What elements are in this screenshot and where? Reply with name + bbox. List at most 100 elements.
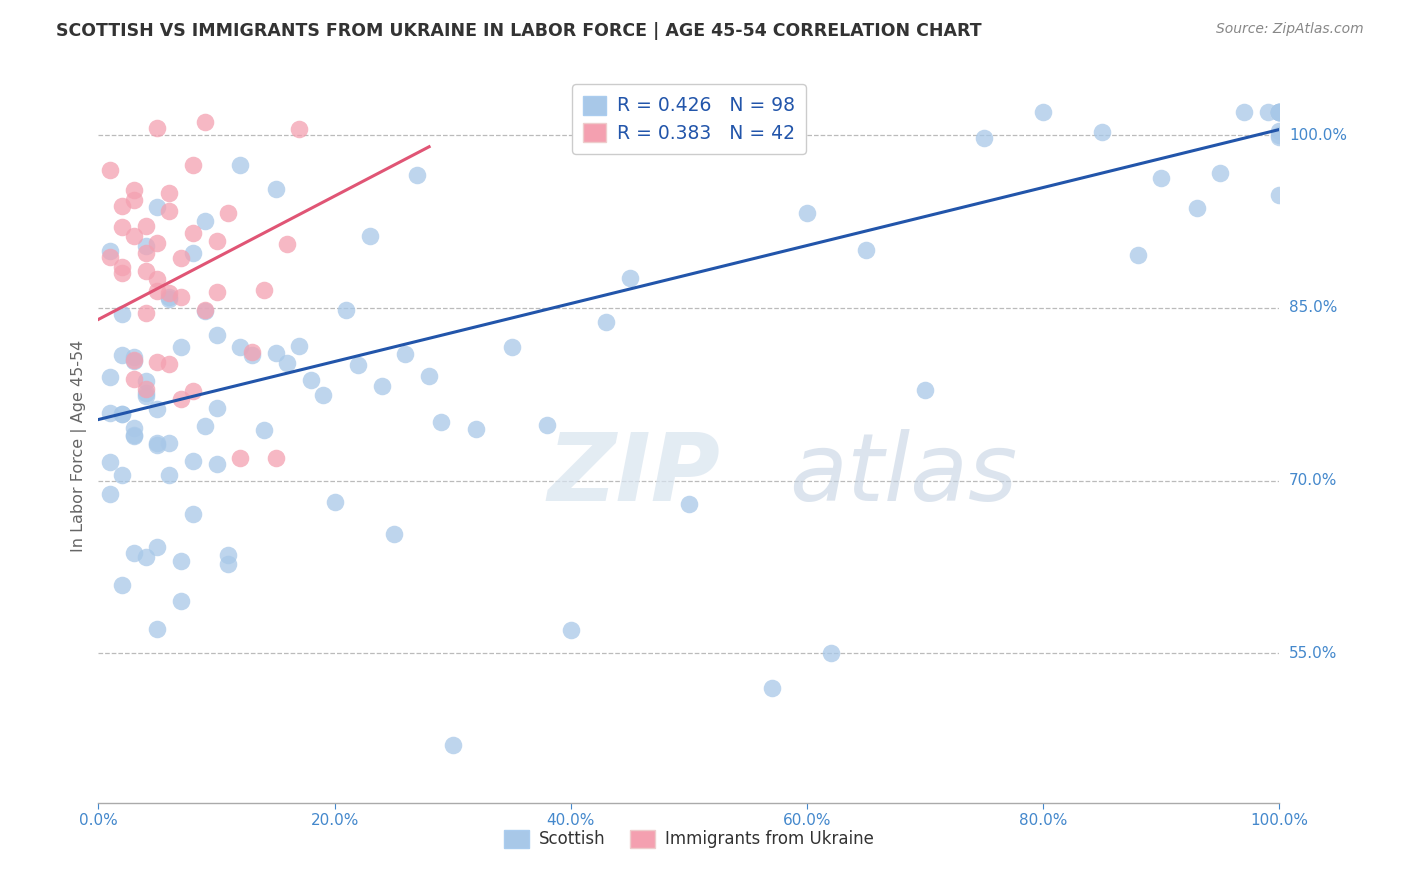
Point bbox=[796, 206, 818, 220]
Point bbox=[501, 340, 523, 354]
Point bbox=[111, 260, 134, 275]
Point bbox=[181, 158, 204, 172]
Point bbox=[111, 467, 134, 482]
Point bbox=[264, 450, 287, 465]
Point bbox=[111, 199, 134, 213]
Point bbox=[122, 429, 145, 443]
Point bbox=[217, 557, 239, 571]
Point bbox=[111, 307, 134, 321]
Point bbox=[135, 245, 157, 260]
Point bbox=[560, 623, 582, 637]
Point bbox=[382, 526, 405, 541]
Point bbox=[135, 239, 157, 253]
Point bbox=[135, 264, 157, 278]
Point bbox=[157, 186, 180, 201]
Point bbox=[205, 285, 228, 299]
Point bbox=[217, 206, 239, 220]
Point bbox=[1185, 201, 1208, 215]
Text: SCOTTISH VS IMMIGRANTS FROM UKRAINE IN LABOR FORCE | AGE 45-54 CORRELATION CHART: SCOTTISH VS IMMIGRANTS FROM UKRAINE IN L… bbox=[56, 22, 981, 40]
Point bbox=[146, 540, 169, 554]
Point bbox=[1268, 105, 1291, 120]
Point bbox=[1150, 170, 1173, 185]
Point bbox=[122, 546, 145, 560]
Text: atlas: atlas bbox=[789, 429, 1018, 520]
Point bbox=[264, 346, 287, 360]
Point bbox=[98, 406, 121, 420]
Point bbox=[157, 204, 180, 219]
Point bbox=[335, 302, 357, 317]
Point bbox=[240, 345, 263, 359]
Point bbox=[205, 235, 228, 249]
Point bbox=[973, 131, 995, 145]
Point bbox=[229, 340, 252, 354]
Point bbox=[441, 738, 464, 752]
Point bbox=[181, 384, 204, 398]
Point bbox=[111, 220, 134, 235]
Point bbox=[98, 487, 121, 501]
Point bbox=[98, 244, 121, 259]
Point bbox=[1091, 125, 1114, 139]
Point bbox=[1268, 124, 1291, 138]
Point bbox=[406, 168, 429, 182]
Point bbox=[122, 229, 145, 244]
Point bbox=[288, 338, 311, 352]
Point bbox=[229, 158, 252, 172]
Text: 70.0%: 70.0% bbox=[1289, 473, 1337, 488]
Point bbox=[135, 550, 157, 565]
Point bbox=[194, 303, 217, 318]
Point bbox=[1268, 105, 1291, 120]
Point bbox=[135, 374, 157, 388]
Point bbox=[1209, 166, 1232, 180]
Point bbox=[1233, 105, 1256, 120]
Point bbox=[1268, 128, 1291, 142]
Point bbox=[181, 507, 204, 521]
Point bbox=[253, 423, 276, 437]
Point bbox=[347, 358, 370, 372]
Legend: Scottish, Immigrants from Ukraine: Scottish, Immigrants from Ukraine bbox=[498, 823, 880, 855]
Point bbox=[394, 347, 416, 361]
Point bbox=[465, 422, 488, 436]
Point bbox=[135, 385, 157, 400]
Point bbox=[146, 200, 169, 214]
Point bbox=[914, 384, 936, 398]
Point bbox=[181, 227, 204, 241]
Point bbox=[205, 457, 228, 471]
Text: 85.0%: 85.0% bbox=[1289, 301, 1337, 316]
Point bbox=[157, 290, 180, 304]
Point bbox=[146, 272, 169, 286]
Point bbox=[536, 417, 558, 432]
Point bbox=[170, 252, 193, 266]
Point bbox=[111, 407, 134, 421]
Point bbox=[1032, 105, 1054, 120]
Point bbox=[276, 356, 298, 370]
Point bbox=[1268, 105, 1291, 120]
Point bbox=[855, 243, 877, 257]
Point bbox=[170, 340, 193, 354]
Point bbox=[1268, 105, 1291, 120]
Point bbox=[1268, 105, 1291, 120]
Point bbox=[820, 646, 842, 660]
Point bbox=[678, 497, 700, 511]
Point bbox=[157, 435, 180, 450]
Point bbox=[135, 389, 157, 403]
Point bbox=[122, 350, 145, 364]
Point bbox=[1126, 247, 1149, 261]
Point bbox=[122, 193, 145, 207]
Point bbox=[111, 578, 134, 592]
Point bbox=[146, 236, 169, 251]
Point bbox=[619, 271, 641, 285]
Point bbox=[240, 349, 263, 363]
Point bbox=[194, 115, 217, 129]
Point bbox=[1257, 105, 1279, 120]
Point bbox=[418, 368, 440, 383]
Point bbox=[122, 420, 145, 434]
Point bbox=[194, 304, 217, 318]
Point bbox=[430, 416, 453, 430]
Point bbox=[146, 438, 169, 452]
Point bbox=[98, 162, 121, 177]
Text: Source: ZipAtlas.com: Source: ZipAtlas.com bbox=[1216, 22, 1364, 37]
Point bbox=[181, 246, 204, 260]
Point bbox=[146, 622, 169, 636]
Point bbox=[170, 392, 193, 406]
Point bbox=[323, 495, 346, 509]
